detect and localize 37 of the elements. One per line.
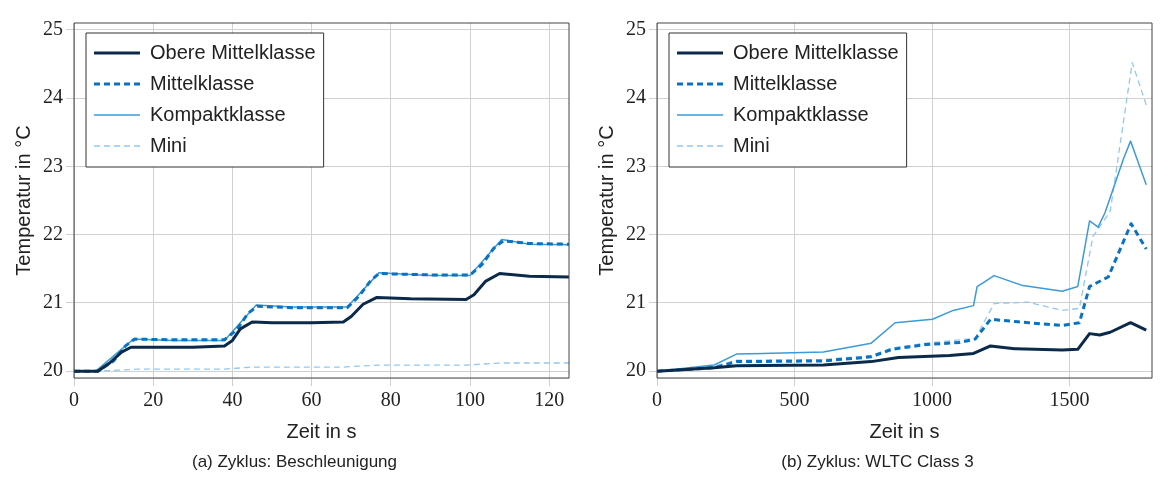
x-tick-label: 0 <box>69 388 79 411</box>
x-tick-label: 100 <box>455 388 485 411</box>
x-tick-label: 80 <box>380 388 401 411</box>
legend-label: Mini <box>150 133 187 156</box>
legend-label: Obere Mittelklasse <box>150 40 316 63</box>
x-tick-label: 20 <box>143 388 164 411</box>
x-tick-label: 500 <box>779 388 810 411</box>
text: (b) Zyklus: WLTC Class 3 <box>780 452 975 472</box>
x-tick-label: 120 <box>534 388 565 411</box>
y-tick-label: 22 <box>43 221 63 244</box>
y-tick-label: 21 <box>626 290 646 313</box>
y-tick-label: 24 <box>626 85 646 108</box>
legend-label: Kompaktklasse <box>150 102 286 125</box>
y-tick-label: 25 <box>43 17 63 40</box>
x-axis-title: Zeit in s <box>869 419 940 442</box>
x-tick-label: 1500 <box>1049 388 1090 411</box>
text: (a) Zyklus: Beschleunigung <box>190 452 398 472</box>
legend-label: Mittelklasse <box>150 71 255 94</box>
legend-label: Mittelklasse <box>733 71 838 94</box>
y-tick-label: 21 <box>43 290 63 313</box>
y-tick-label: 20 <box>43 358 63 381</box>
y-tick-label: 22 <box>626 221 646 244</box>
y-axis-title: Temperatur in °C <box>11 125 34 276</box>
x-tick-label: 0 <box>652 388 662 411</box>
y-tick-label: 20 <box>626 358 646 381</box>
y-tick-label: 25 <box>626 17 646 40</box>
x-tick-label: 40 <box>222 388 243 411</box>
legend-label: Mini <box>733 133 770 156</box>
legend-label: Obere Mittelklasse <box>733 40 899 63</box>
y-tick-label: 24 <box>43 85 63 108</box>
x-axis-title: Zeit in s <box>286 419 357 442</box>
legend-label: Kompaktklasse <box>733 102 869 125</box>
y-tick-label: 23 <box>43 153 63 176</box>
y-axis-title: Temperatur in °C <box>594 125 617 276</box>
x-tick-label: 1000 <box>912 388 952 411</box>
x-tick-label: 60 <box>301 388 322 411</box>
y-tick-label: 23 <box>626 153 646 176</box>
